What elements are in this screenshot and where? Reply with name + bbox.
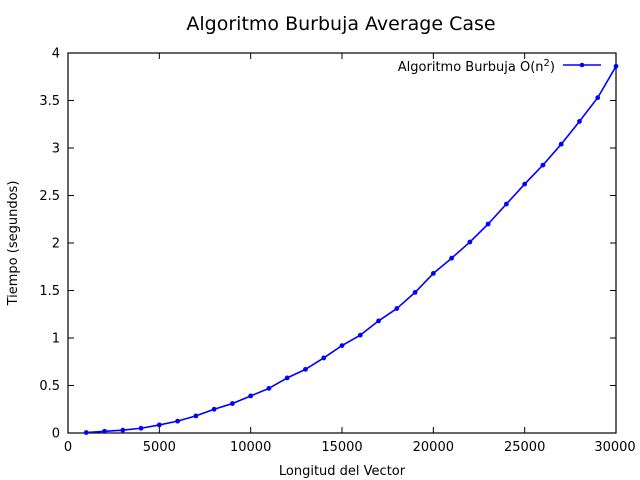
legend-label: Algoritmo Burbuja O(n2) bbox=[398, 58, 555, 75]
tick-labels: 0 5000 10000 15000 20000 25000 30000 0 0.5 1 1.5 2 2… bbox=[39, 47, 635, 456]
data-point bbox=[120, 427, 126, 433]
y-tick-label: 0 bbox=[52, 427, 60, 442]
plot-frame bbox=[67, 52, 617, 434]
x-tick-label: 10000 bbox=[230, 440, 271, 455]
data-point bbox=[540, 162, 546, 168]
data-point bbox=[193, 413, 199, 419]
data-point bbox=[613, 63, 619, 69]
y-tick-label: 2 bbox=[52, 237, 60, 252]
data-point bbox=[522, 181, 528, 187]
chart-title: Algoritmo Burbuja Average Case bbox=[186, 13, 495, 35]
legend-label-sup: 2 bbox=[544, 58, 550, 69]
y-tick-label: 0.5 bbox=[39, 379, 60, 394]
data-point bbox=[303, 366, 308, 372]
data-point bbox=[211, 406, 217, 412]
legend: Algoritmo Burbuja O(n2) bbox=[398, 58, 601, 75]
data-point bbox=[357, 332, 363, 338]
data-point bbox=[504, 201, 509, 207]
data-point bbox=[467, 239, 473, 245]
x-tick-label: 20000 bbox=[413, 440, 454, 455]
legend-marker bbox=[579, 62, 585, 68]
data-point bbox=[83, 430, 89, 435]
data-point bbox=[102, 428, 107, 434]
legend-label-tail: ) bbox=[550, 60, 555, 75]
y-tick-label: 3.5 bbox=[39, 94, 60, 109]
x-tick-label: 25000 bbox=[504, 440, 545, 455]
data-point bbox=[230, 401, 235, 406]
x-tick-label: 0 bbox=[64, 440, 72, 455]
data-point bbox=[339, 343, 345, 348]
data-point bbox=[394, 306, 400, 311]
x-tick-label: 30000 bbox=[594, 440, 635, 455]
data-point bbox=[376, 318, 381, 324]
y-tick-label: 4 bbox=[52, 47, 60, 62]
data-point bbox=[156, 422, 162, 428]
legend-label-base: Algoritmo Burbuja O(n bbox=[398, 60, 544, 75]
data-point bbox=[577, 119, 582, 124]
data-point bbox=[485, 221, 491, 227]
y-axis-label: Tiempo (segundos) bbox=[6, 181, 21, 307]
data-point bbox=[412, 290, 418, 295]
data-point bbox=[449, 255, 454, 261]
series-layer bbox=[83, 63, 619, 435]
x-tick-label: 15000 bbox=[321, 440, 362, 455]
data-point bbox=[138, 425, 144, 431]
data-point bbox=[321, 355, 327, 361]
y-tick-label: 1 bbox=[52, 332, 60, 347]
data-point bbox=[558, 141, 564, 147]
y-tick-label: 2.5 bbox=[39, 189, 60, 204]
data-point bbox=[175, 418, 181, 424]
data-point bbox=[284, 375, 290, 381]
data-point bbox=[430, 271, 436, 276]
axis-ticks bbox=[67, 52, 617, 434]
y-tick-label: 1.5 bbox=[39, 284, 60, 299]
data-point bbox=[248, 393, 254, 399]
series-line bbox=[86, 65, 617, 434]
x-tick-label: 5000 bbox=[143, 440, 176, 455]
data-point bbox=[595, 95, 601, 101]
data-point bbox=[266, 385, 272, 391]
y-tick-label: 3 bbox=[52, 142, 60, 157]
x-axis-label: Longitud del Vector bbox=[279, 464, 406, 479]
